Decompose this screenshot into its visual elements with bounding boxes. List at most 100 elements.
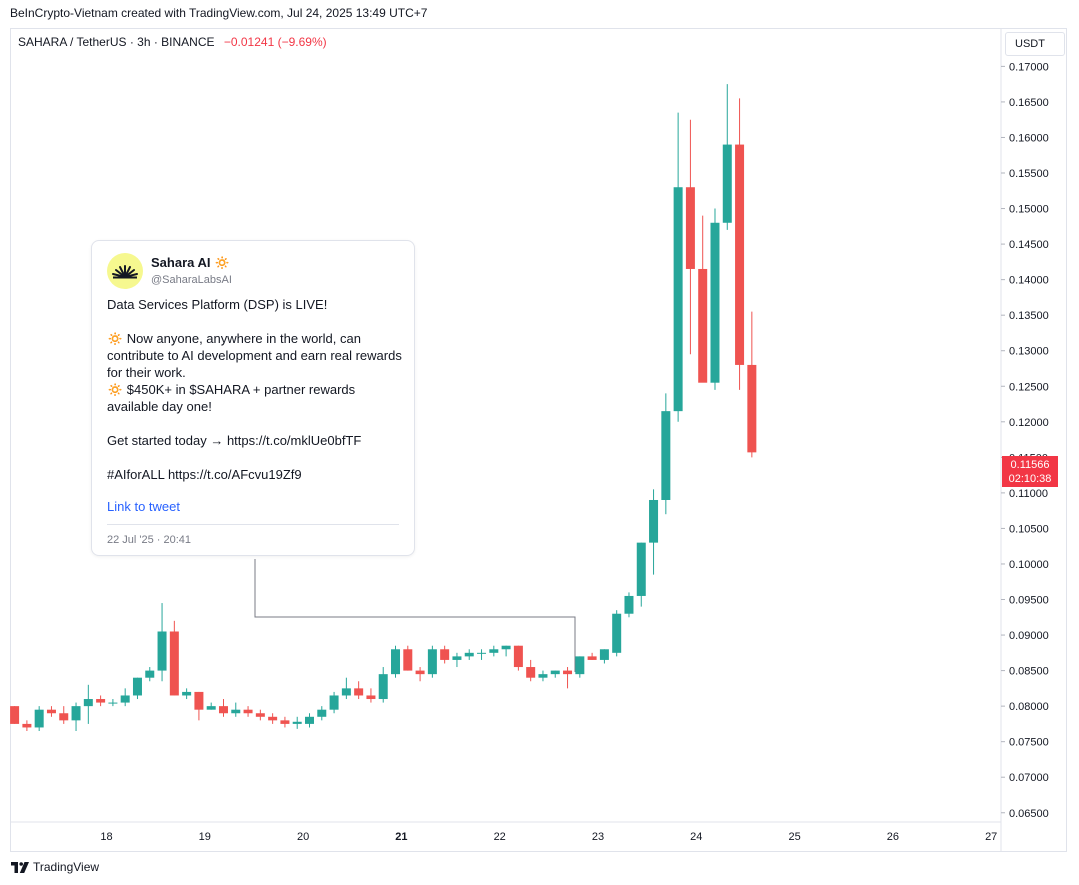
candle-body bbox=[587, 656, 597, 660]
time-tick-label: 27 bbox=[985, 831, 997, 843]
candle bbox=[354, 681, 364, 700]
price-tick-label: 0.07500 bbox=[1009, 737, 1049, 749]
candle-body bbox=[440, 649, 450, 660]
candle bbox=[194, 691, 204, 721]
price-tick-label: 0.14500 bbox=[1009, 239, 1049, 251]
bar-countdown: 02:10:38 bbox=[1008, 473, 1052, 485]
candle-body bbox=[194, 691, 204, 710]
time-tick-label: 22 bbox=[494, 831, 506, 843]
candle bbox=[501, 645, 511, 657]
candle bbox=[378, 667, 388, 703]
price-tick-label: 0.10500 bbox=[1009, 523, 1049, 535]
price-tick-label: 0.13000 bbox=[1009, 346, 1049, 358]
tweet-text: Data Services Platform (DSP) is LIVE! 🔅 … bbox=[107, 296, 407, 483]
candle-body bbox=[710, 222, 720, 383]
candle bbox=[268, 713, 278, 724]
candle bbox=[722, 84, 732, 230]
candle bbox=[575, 656, 585, 678]
candle bbox=[747, 311, 757, 458]
candle bbox=[403, 645, 413, 671]
tweet-card[interactable]: Sahara AI 🔅 @SaharaLabsAI Data Services … bbox=[91, 240, 415, 556]
candle-body bbox=[735, 144, 745, 365]
time-tick-label: 21 bbox=[395, 831, 407, 843]
candle bbox=[132, 677, 142, 700]
price-tick-label: 0.09500 bbox=[1009, 595, 1049, 607]
candle-body bbox=[292, 721, 302, 724]
candle-body bbox=[71, 706, 81, 721]
candle bbox=[317, 706, 327, 721]
price-tick-label: 0.15000 bbox=[1009, 204, 1049, 216]
candle-body bbox=[305, 716, 314, 724]
candle-body bbox=[120, 695, 130, 703]
candle-body bbox=[563, 670, 573, 675]
candle-body bbox=[268, 716, 278, 721]
candle-body bbox=[464, 652, 474, 657]
candle bbox=[83, 684, 93, 724]
time-tick-label: 19 bbox=[199, 831, 211, 843]
tweet-line: #AIforALL https://t.co/AFcvu19Zf9 bbox=[107, 467, 302, 482]
candle-body bbox=[354, 688, 364, 696]
price-tick-label: 0.09000 bbox=[1009, 630, 1049, 642]
candle bbox=[624, 592, 634, 618]
tradingview-wordmark: TradingView bbox=[33, 860, 100, 874]
author-name-text: Sahara AI bbox=[151, 255, 211, 270]
time-tick-label: 25 bbox=[788, 831, 800, 843]
candle-body bbox=[489, 649, 499, 653]
candle bbox=[255, 709, 265, 721]
candle bbox=[243, 706, 253, 717]
candle-body bbox=[427, 649, 437, 675]
currency-button[interactable]: USDT bbox=[1005, 32, 1065, 56]
candle-body bbox=[59, 713, 69, 721]
candle-body bbox=[612, 613, 622, 653]
candle-body bbox=[599, 649, 609, 660]
candle-body bbox=[231, 709, 241, 714]
candle-body bbox=[218, 706, 228, 714]
candle bbox=[329, 691, 339, 714]
time-axis-labels: 718192021222324252627 bbox=[100, 831, 997, 843]
candle bbox=[563, 667, 573, 689]
candle bbox=[649, 489, 659, 575]
tradingview-logo[interactable]: TradingView bbox=[11, 860, 99, 874]
price-axis-labels: 0.17000 0.16500 0.16000 0.15500 0.15000 0.145… bbox=[1001, 61, 1049, 820]
price-tick-label: 0.08500 bbox=[1009, 666, 1049, 678]
candles bbox=[10, 84, 757, 732]
candle-body bbox=[661, 411, 671, 500]
candle bbox=[673, 112, 683, 422]
candle bbox=[305, 713, 314, 728]
candle bbox=[526, 659, 536, 682]
candle-body bbox=[34, 709, 44, 728]
price-tick-label: 0.06500 bbox=[1009, 808, 1049, 820]
link-to-tweet[interactable]: Link to tweet bbox=[107, 499, 180, 514]
candle bbox=[145, 667, 155, 682]
last-price-badge: 0.11566 02:10:38 bbox=[1002, 456, 1058, 487]
symbol-legend[interactable]: SAHARA / TetherUS · 3h · BINANCE −0.0124… bbox=[18, 35, 327, 49]
candle-body bbox=[415, 670, 425, 675]
candle-body bbox=[280, 720, 290, 724]
symbol-name[interactable]: SAHARA / TetherUS · 3h · BINANCE bbox=[18, 35, 215, 49]
price-chart[interactable]: 0.17000 0.16500 0.16000 0.15500 0.15000 0.145… bbox=[10, 28, 1067, 852]
candle bbox=[341, 677, 351, 700]
candle-body bbox=[366, 695, 376, 700]
candle-body bbox=[83, 699, 93, 707]
candle bbox=[612, 610, 622, 657]
candle bbox=[108, 699, 118, 707]
candle bbox=[292, 716, 302, 729]
tweet-date: 22 Jul '25 · 20:41 bbox=[107, 534, 192, 546]
chart-frame bbox=[10, 28, 1067, 852]
candle-body bbox=[157, 631, 167, 671]
price-tick-label: 0.17000 bbox=[1009, 61, 1049, 73]
avatar bbox=[107, 253, 143, 289]
candle bbox=[366, 688, 376, 703]
candle-body bbox=[624, 595, 634, 614]
candle bbox=[710, 208, 720, 390]
candle bbox=[464, 649, 474, 660]
candle-body bbox=[698, 268, 708, 383]
candle-body bbox=[378, 674, 388, 700]
candle bbox=[231, 702, 241, 717]
candle-body bbox=[747, 364, 757, 453]
candle-body bbox=[649, 499, 659, 543]
price-tick-label: 0.14000 bbox=[1009, 275, 1049, 287]
sahara-logo-icon bbox=[112, 265, 138, 279]
candle-body bbox=[206, 706, 216, 710]
candle-body bbox=[169, 631, 179, 696]
